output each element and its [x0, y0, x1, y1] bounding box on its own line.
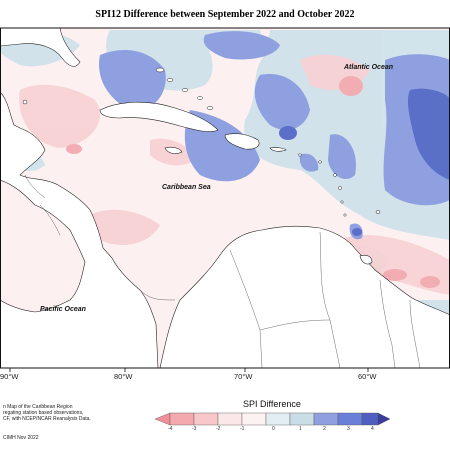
lon-tick-80w: 80°W — [114, 372, 133, 381]
note-line-1: n Map of the Caribbean Region — [3, 404, 73, 410]
credit-text: CIMH Nov 2022 — [3, 435, 39, 441]
legend-tick: 2 — [323, 426, 326, 432]
legend-tick: 4 — [371, 426, 374, 432]
label-pacific-ocean: Pacific Ocean — [40, 306, 86, 313]
colorbar — [154, 412, 391, 426]
country-borders — [24, 174, 421, 369]
legend-tick: -1 — [240, 426, 245, 432]
longitude-tick-marks — [9, 368, 369, 372]
legend-title: SPI Difference — [243, 399, 301, 409]
note-line-2: regating station based observations, — [3, 410, 84, 416]
lon-tick-60w: 60°W — [358, 372, 377, 381]
label-caribbean-sea: Caribbean Sea — [162, 184, 211, 191]
legend-tick: -4 — [168, 426, 173, 432]
spi-field-dark-blue — [279, 88, 450, 236]
note-line-3: CF, with NCEP/NCAR Reanalysis Data. — [3, 416, 91, 422]
map-title: SPI12 Difference between September 2022 … — [95, 9, 355, 20]
small-islands — [22, 67, 381, 217]
legend-tick: -2 — [216, 426, 221, 432]
legend-tick: 0 — [272, 426, 275, 432]
legend-tick: 1 — [299, 426, 302, 432]
lon-tick-70w: 70°W — [234, 372, 253, 381]
land-masses — [0, 27, 450, 369]
legend-tick: -3 — [192, 426, 197, 432]
lon-tick-90w: 90°W — [0, 372, 19, 381]
label-atlantic-ocean: Atlantic Ocean — [344, 64, 394, 71]
spi-field-deeper-pink — [66, 76, 440, 288]
legend-tick: 3 — [347, 426, 350, 432]
